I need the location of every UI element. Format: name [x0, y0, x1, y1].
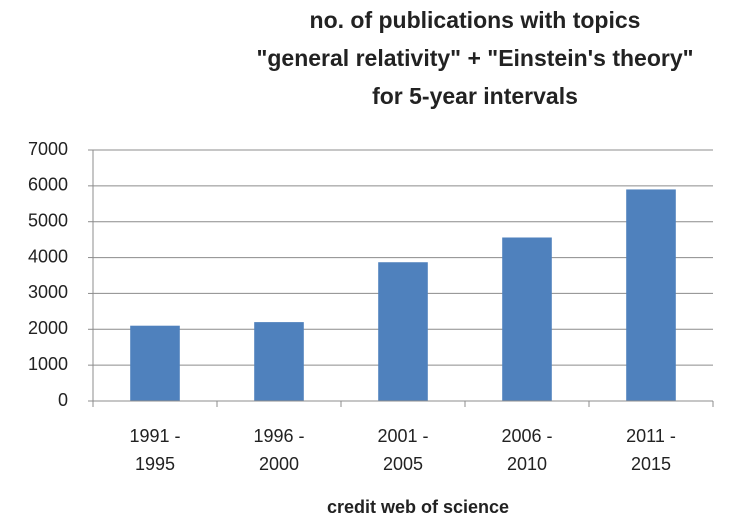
y-tick-label: 5000 [28, 210, 68, 230]
bar [626, 189, 676, 401]
x-tick-label: 1991 - 1995 [129, 426, 181, 474]
y-tick-label: 4000 [28, 246, 68, 266]
bar [130, 325, 180, 401]
chart-title-line: no. of publications with topics [310, 7, 641, 33]
x-tick-label: 2006 - 2010 [501, 426, 553, 474]
chart-title-line: "general relativity" + "Einstein's theor… [256, 45, 693, 71]
y-tick-label: 0 [58, 390, 68, 410]
chart-title-line: for 5-year intervals [372, 83, 578, 109]
bar [378, 262, 428, 401]
x-axis-label: credit web of science [327, 497, 509, 517]
y-tick-label: 7000 [28, 139, 68, 159]
bar [502, 237, 552, 401]
x-tick-label: 1996 - 2000 [253, 426, 305, 474]
bar [254, 322, 304, 401]
y-tick-label: 1000 [28, 354, 68, 374]
y-tick-label: 6000 [28, 175, 68, 195]
x-tick-label: 2001 - 2005 [377, 426, 429, 474]
y-tick-label: 3000 [28, 282, 68, 302]
y-tick-label: 2000 [28, 318, 68, 338]
x-tick-label: 2011 - 2015 [626, 426, 676, 474]
